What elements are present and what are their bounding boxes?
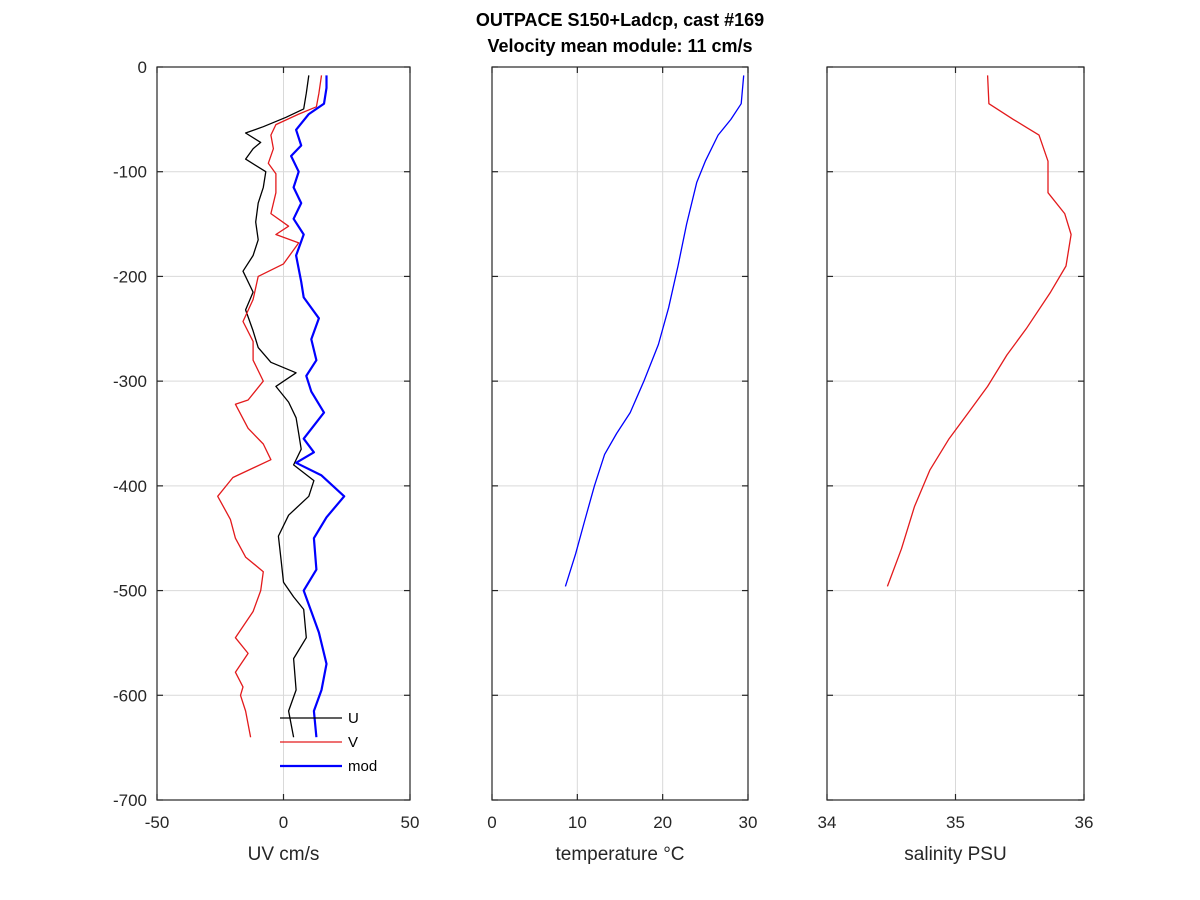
y-tick-label: -100 <box>113 163 147 182</box>
y-tick-label: -700 <box>113 791 147 810</box>
y-tick-label: -600 <box>113 686 147 705</box>
axes-frame <box>491 66 749 801</box>
x-tick-label: -50 <box>145 813 170 832</box>
x-tick-label: 0 <box>487 813 496 832</box>
series-line-temperature <box>564 75 745 587</box>
series-line-u <box>242 75 315 738</box>
series-line-mod <box>290 75 346 738</box>
x-axis-label: salinity PSU <box>904 844 1006 865</box>
figure-title-line2: Velocity mean module: 11 cm/s <box>487 36 752 56</box>
legend-label-u: U <box>348 710 359 727</box>
legend-label-v: V <box>348 734 358 751</box>
x-axis-label: UV cm/s <box>248 844 320 865</box>
series-line-salinity <box>886 75 1072 587</box>
plot-area <box>492 67 748 800</box>
x-tick-label: 30 <box>739 813 758 832</box>
legend-label-mod: mod <box>348 758 377 775</box>
salinity-panel: 34 35 36 salinity PSU <box>818 66 1094 865</box>
x-tick-label: 0 <box>279 813 288 832</box>
x-tick-label: 36 <box>1075 813 1094 832</box>
y-tick-label: -200 <box>113 267 147 286</box>
x-tick-label: 10 <box>568 813 587 832</box>
y-tick-label: 0 <box>138 58 147 77</box>
x-tick-label: 20 <box>653 813 672 832</box>
x-tick-label: 50 <box>401 813 420 832</box>
y-tick-label: -500 <box>113 582 147 601</box>
series-line-v <box>217 75 323 738</box>
y-tick-label: -400 <box>113 477 147 496</box>
temperature-panel: 0 10 20 30 temperature °C <box>487 66 758 865</box>
x-tick-label: 34 <box>818 813 837 832</box>
figure-title-line1: OUTPACE S150+Ladcp, cast #169 <box>476 10 764 30</box>
y-tick-label: -300 <box>113 372 147 391</box>
x-tick-label: 35 <box>946 813 965 832</box>
x-axis-label: temperature °C <box>555 844 684 865</box>
